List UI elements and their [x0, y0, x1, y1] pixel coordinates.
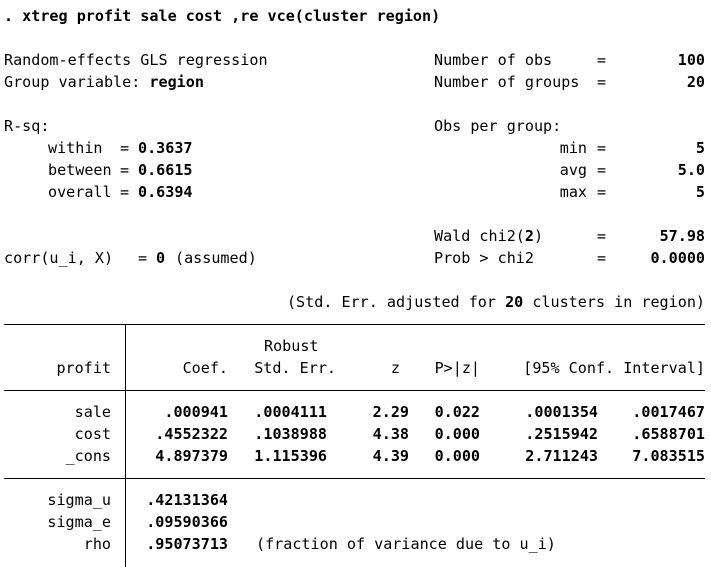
corr-note: (assumed) [175, 249, 257, 267]
ngroups-value: 20 [686, 73, 705, 91]
table-vertical-rule [125, 324, 126, 567]
row-cost-coef: .4552322 [155, 425, 228, 443]
prob-chi2-equals: = [597, 249, 607, 267]
row-cost-ci-high: .6588701 [632, 425, 705, 443]
obs-min-equals: = [597, 139, 607, 157]
cluster-count: 20 [505, 293, 524, 311]
sigma-e-label: sigma_e [47, 513, 111, 531]
header-conf-interval: [95% Conf. Interval] [523, 359, 705, 377]
wald-label-text: Wald chi2( [434, 227, 525, 245]
header-coef: Coef. [182, 359, 228, 377]
wald-label: Wald chi2(2) [434, 225, 543, 247]
obs-min-label: min [559, 139, 587, 157]
rsq-between-label: between [48, 161, 112, 179]
row-sale-p: 0.022 [434, 403, 480, 421]
corr-label: corr(u_i, X) [4, 249, 114, 267]
header-depvar: profit [56, 359, 111, 377]
sigma-u-label: sigma_u [47, 491, 111, 509]
rho-value: .95073713 [146, 535, 228, 553]
obs-max-equals: = [597, 183, 607, 201]
ngroups-equals: = [597, 73, 607, 91]
row-cost-z: 4.38 [372, 425, 409, 443]
row-sale-var: sale [74, 403, 111, 421]
obs-avg-equals: = [597, 161, 607, 179]
command-line: . xtreg profit sale cost ,re vce(cluster… [4, 7, 441, 25]
nobs-equals: = [597, 51, 607, 69]
rsq-overall-equals: = [120, 183, 130, 201]
row-cons-se: 1.115396 [254, 447, 327, 465]
row-cons-z: 4.39 [372, 447, 409, 465]
cluster-note-prefix: (Std. Err. adjusted for [286, 293, 506, 311]
rsq-label: R-sq: [4, 117, 50, 135]
sigma-e-value: .09590366 [146, 513, 228, 531]
row-sale-coef: .000941 [164, 403, 228, 421]
group-variable-name: region [149, 73, 204, 91]
table-top-rule [4, 324, 705, 325]
obs-avg-label: avg [559, 161, 587, 179]
nobs-value: 100 [677, 51, 705, 69]
row-cons-ci-low: 2.711243 [525, 447, 598, 465]
rsq-overall-value: 0.6394 [138, 183, 193, 201]
ngroups-label: Number of groups [434, 73, 580, 91]
prob-chi2-label: Prob > chi2 [434, 249, 534, 267]
rsq-within-value: 0.3637 [138, 139, 193, 157]
header-z: z [390, 359, 400, 377]
row-sale-ci-high: .0017467 [632, 403, 705, 421]
rsq-overall-label: overall [48, 183, 112, 201]
prob-chi2-value: 0.0000 [650, 249, 705, 267]
group-variable-label: Group variable: [4, 73, 150, 91]
header-std-err: Std. Err. [254, 359, 336, 377]
table-coef-rule [4, 478, 705, 479]
rho-label: rho [83, 535, 111, 553]
rsq-between-equals: = [120, 161, 130, 179]
row-cost-ci-low: .2515942 [525, 425, 598, 443]
obs-max-label: max [559, 183, 587, 201]
wald-value: 57.98 [659, 227, 705, 245]
table-header-rule [4, 390, 705, 391]
obs-per-group-label: Obs per group: [434, 117, 562, 135]
row-cons-coef: 4.897379 [155, 447, 228, 465]
row-sale-se: .0004111 [254, 403, 327, 421]
cluster-note: (Std. Err. adjusted for 20 clusters in r… [287, 291, 705, 313]
rsq-within-equals: = [120, 139, 130, 157]
sigma-u-value: .42131364 [146, 491, 228, 509]
nobs-label: Number of obs [434, 51, 553, 69]
row-sale-ci-low: .0001354 [525, 403, 598, 421]
row-cost-se: .1038988 [254, 425, 327, 443]
header-pvalue: P>|z| [434, 359, 480, 377]
rsq-between-value: 0.6615 [138, 161, 193, 179]
row-cons-ci-high: 7.083515 [632, 447, 705, 465]
row-cost-var: cost [74, 425, 111, 443]
row-sale-z: 2.29 [372, 403, 409, 421]
wald-equals: = [597, 227, 607, 245]
wald-label-close: ) [533, 227, 544, 245]
header-robust: Robust [264, 337, 319, 355]
cluster-note-suffix: clusters in region) [523, 293, 705, 311]
wald-df: 2 [524, 227, 534, 245]
obs-avg-value: 5.0 [677, 161, 705, 179]
corr-value: 0 [156, 249, 166, 267]
rsq-within-label: within [48, 139, 103, 157]
row-cons-p: 0.000 [434, 447, 480, 465]
row-cons-var: _cons [65, 447, 111, 465]
group-variable: Group variable: region [4, 71, 204, 93]
obs-min-value: 5 [695, 139, 705, 157]
corr-equals: = [138, 249, 148, 267]
obs-max-value: 5 [695, 183, 705, 201]
rho-note: (fraction of variance due to u_i) [256, 535, 556, 553]
row-cost-p: 0.000 [434, 425, 480, 443]
model-title: Random-effects GLS regression [4, 51, 268, 69]
